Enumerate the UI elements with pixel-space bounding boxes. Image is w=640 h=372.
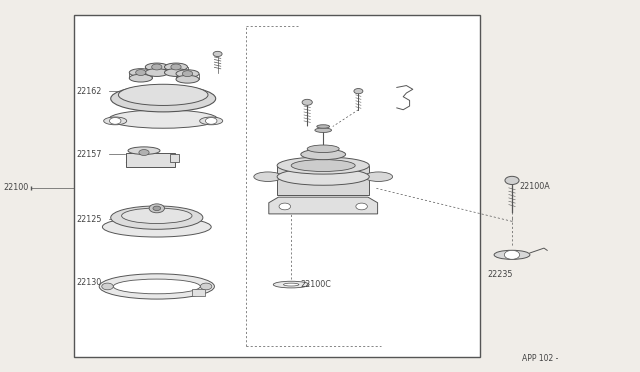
Ellipse shape	[164, 69, 188, 76]
Ellipse shape	[315, 128, 332, 132]
Ellipse shape	[164, 63, 188, 71]
Circle shape	[213, 51, 222, 57]
Circle shape	[200, 283, 212, 290]
Ellipse shape	[111, 206, 203, 229]
Circle shape	[171, 64, 181, 70]
Circle shape	[205, 118, 217, 124]
Text: 22100C: 22100C	[301, 280, 332, 289]
Text: 22100: 22100	[3, 183, 28, 192]
Text: 22100A: 22100A	[520, 182, 550, 190]
Text: APP 102 -: APP 102 -	[522, 354, 558, 363]
Text: 22130: 22130	[77, 278, 102, 287]
Ellipse shape	[254, 172, 282, 182]
Polygon shape	[269, 197, 378, 214]
Ellipse shape	[364, 172, 392, 182]
Circle shape	[356, 203, 367, 210]
Circle shape	[182, 71, 193, 77]
Ellipse shape	[176, 70, 199, 77]
Text: 22125: 22125	[77, 215, 102, 224]
Ellipse shape	[317, 125, 330, 128]
Ellipse shape	[99, 274, 214, 299]
Ellipse shape	[122, 208, 192, 224]
Ellipse shape	[104, 117, 127, 125]
Circle shape	[302, 99, 312, 105]
Circle shape	[153, 206, 161, 211]
Ellipse shape	[200, 117, 223, 125]
Ellipse shape	[301, 149, 346, 160]
Ellipse shape	[277, 157, 369, 174]
Text: 22162: 22162	[77, 87, 102, 96]
Circle shape	[149, 204, 164, 213]
Circle shape	[504, 250, 520, 259]
Circle shape	[354, 89, 363, 94]
Bar	[74, 15, 480, 357]
Ellipse shape	[284, 283, 299, 286]
Ellipse shape	[145, 69, 168, 76]
Ellipse shape	[145, 63, 168, 71]
Ellipse shape	[102, 217, 211, 237]
Ellipse shape	[128, 147, 160, 154]
Polygon shape	[277, 166, 369, 195]
Ellipse shape	[273, 281, 309, 288]
Ellipse shape	[118, 84, 208, 105]
Ellipse shape	[129, 69, 152, 76]
Text: 22157: 22157	[77, 150, 102, 159]
Circle shape	[136, 70, 146, 76]
Circle shape	[109, 118, 121, 124]
Ellipse shape	[111, 85, 216, 112]
Circle shape	[505, 176, 519, 185]
Text: 22235: 22235	[488, 270, 513, 279]
Ellipse shape	[129, 74, 152, 82]
Ellipse shape	[307, 145, 339, 153]
Circle shape	[139, 150, 149, 155]
Ellipse shape	[113, 279, 200, 294]
Bar	[126, 153, 175, 167]
Ellipse shape	[494, 250, 530, 259]
Ellipse shape	[291, 160, 355, 171]
Circle shape	[152, 64, 162, 70]
Circle shape	[279, 203, 291, 210]
Bar	[192, 289, 205, 296]
Ellipse shape	[277, 168, 369, 185]
Bar	[170, 154, 179, 162]
Ellipse shape	[176, 76, 199, 83]
Ellipse shape	[109, 110, 218, 128]
Circle shape	[102, 283, 113, 290]
